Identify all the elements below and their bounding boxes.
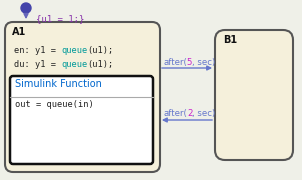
Text: A1: A1 xyxy=(12,27,26,37)
Text: queue: queue xyxy=(61,60,88,69)
FancyBboxPatch shape xyxy=(215,30,293,160)
Text: du: y1 =: du: y1 = xyxy=(14,60,61,69)
Text: queue: queue xyxy=(61,46,88,55)
Text: Simulink Function: Simulink Function xyxy=(15,79,102,89)
FancyBboxPatch shape xyxy=(5,22,160,172)
Circle shape xyxy=(21,3,31,13)
Text: 2: 2 xyxy=(187,109,192,118)
Text: en: y1 =: en: y1 = xyxy=(14,46,61,55)
Text: {u1 = 1;}: {u1 = 1;} xyxy=(36,14,84,23)
Text: after(: after( xyxy=(163,109,187,118)
Text: after(: after( xyxy=(163,58,187,67)
Text: 5: 5 xyxy=(187,58,192,67)
Text: , sec): , sec) xyxy=(192,58,216,67)
Text: (u1);: (u1); xyxy=(88,60,114,69)
Text: B1: B1 xyxy=(223,35,237,45)
FancyBboxPatch shape xyxy=(10,76,153,164)
Text: out = queue(in): out = queue(in) xyxy=(15,100,94,109)
Text: (u1);: (u1); xyxy=(88,46,114,55)
Text: , sec): , sec) xyxy=(192,109,216,118)
